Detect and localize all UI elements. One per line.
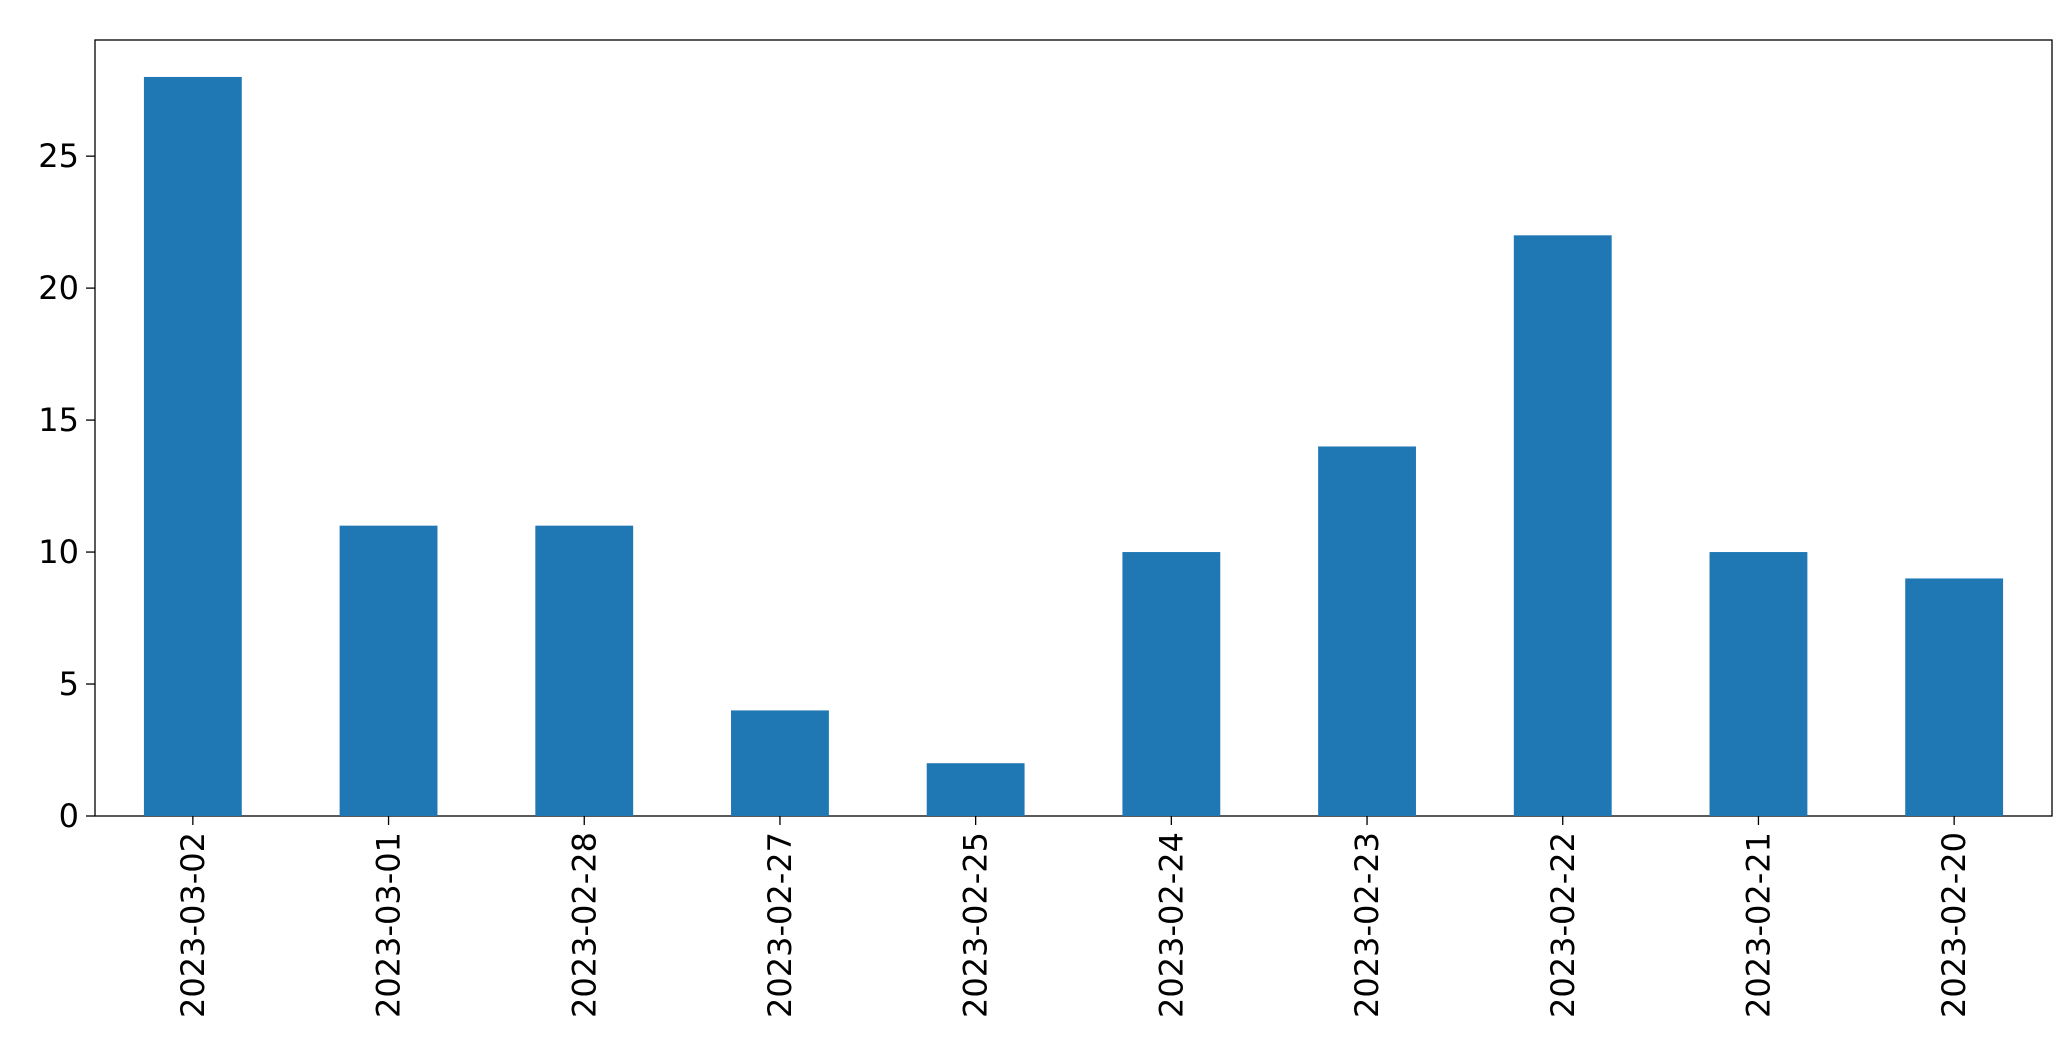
bar	[535, 525, 634, 816]
bar	[143, 76, 242, 816]
y-tick-label: 5	[59, 665, 79, 703]
plot-frame	[94, 39, 2053, 817]
bar	[926, 763, 1025, 816]
bar	[1318, 446, 1416, 816]
x-tick-label: 2023-02-21	[1739, 832, 1777, 1018]
y-tick-label: 25	[38, 137, 79, 175]
bar	[1122, 552, 1221, 816]
x-tick-label: 2023-03-01	[370, 832, 408, 1018]
y-tick-label: 15	[38, 401, 79, 439]
x-tick-label: 2023-02-27	[761, 832, 799, 1018]
x-tick-label: 2023-02-22	[1544, 832, 1582, 1018]
x-tick-label: 2023-03-02	[174, 832, 212, 1018]
y-tick-label: 10	[38, 533, 79, 571]
bar	[339, 525, 438, 816]
x-tick-label: 2023-02-28	[565, 832, 603, 1018]
y-tick-label: 0	[59, 797, 79, 835]
bar	[1513, 235, 1612, 817]
x-tick-label: 2023-02-24	[1152, 832, 1190, 1018]
x-tick-label: 2023-02-23	[1348, 832, 1386, 1018]
bar	[1905, 578, 2004, 816]
x-tick-label: 2023-02-25	[957, 832, 995, 1018]
bar	[1709, 552, 1808, 816]
bar	[731, 710, 829, 816]
x-tick-label: 2023-02-20	[1935, 832, 1973, 1018]
y-tick-label: 20	[38, 269, 79, 307]
